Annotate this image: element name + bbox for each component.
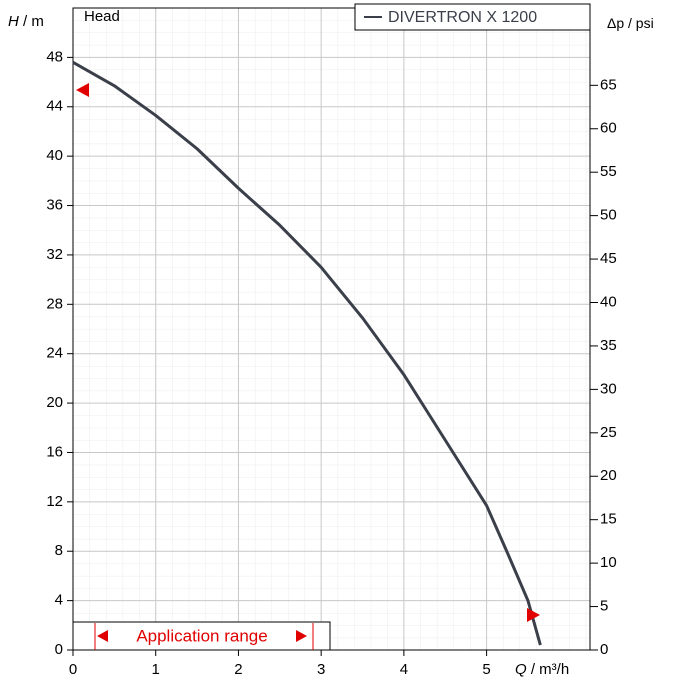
range-arrow <box>296 630 307 642</box>
y2-tick-label: 55 <box>600 163 617 180</box>
y2-tick-label: 25 <box>600 424 617 441</box>
y-tick-label: 40 <box>46 147 63 164</box>
y-tick-label: 32 <box>46 246 63 263</box>
x-symbol: Q <box>515 661 527 678</box>
y2-tick-label: 15 <box>600 511 617 528</box>
x-tick-label: 5 <box>482 661 490 678</box>
y2-unit: / psi <box>628 15 654 31</box>
x-unit: / m³/h <box>531 661 569 678</box>
legend-label: DIVERTRON X 1200 <box>388 9 537 26</box>
chart-title: Head <box>84 8 120 25</box>
x-tick-label: 4 <box>400 661 408 678</box>
curve <box>72 61 542 646</box>
y-tick-label: 12 <box>46 493 63 510</box>
y2-tick-label: 40 <box>600 293 617 310</box>
range-start-arrow <box>76 83 89 97</box>
y-tick-label: 36 <box>46 197 63 214</box>
application-range: Application range <box>136 626 267 645</box>
application-box <box>72 621 331 651</box>
y2-tick-label: 20 <box>600 467 617 484</box>
range-end-arrow <box>527 608 540 622</box>
y2-tick-label: 35 <box>600 337 617 354</box>
y-tick-label: 16 <box>46 443 63 460</box>
y2-symbol: Δp <box>607 15 624 31</box>
y-tick-label: 24 <box>46 345 63 362</box>
y-symbol: H <box>8 13 19 30</box>
x-tick-label: 3 <box>317 661 325 678</box>
y2-tick-label: 5 <box>600 598 608 615</box>
range-arrow <box>97 630 108 642</box>
plot-frame <box>72 7 591 651</box>
y-axis-label: H / m <box>8 13 44 30</box>
y-tick-label: 20 <box>46 394 63 411</box>
y2-tick-label: 50 <box>600 207 617 224</box>
y2-axis-label: Δp / psi <box>607 15 654 31</box>
x-tick-label: 1 <box>152 661 160 678</box>
y2-tick-label: 65 <box>600 76 617 93</box>
minor-grid <box>73 8 590 650</box>
y2-tick-label: 0 <box>600 641 608 658</box>
y2-tick-label: 30 <box>600 380 617 397</box>
x-tick-label: 0 <box>69 661 77 678</box>
y-tick-label: 4 <box>55 592 63 609</box>
legend-box <box>354 3 591 31</box>
y-tick-label: 48 <box>46 48 63 65</box>
y-tick-label: 8 <box>55 542 63 559</box>
y2-tick-label: 45 <box>600 250 617 267</box>
y-tick-label: 44 <box>46 98 63 115</box>
x-tick-label: 2 <box>234 661 242 678</box>
y-tick-label: 28 <box>46 295 63 312</box>
y2-tick-label: 10 <box>600 554 617 571</box>
y-tick-label: 0 <box>55 641 63 658</box>
y2-tick-label: 60 <box>600 120 617 137</box>
y-unit: / m <box>23 13 44 30</box>
x-axis-label: Q / m³/h <box>515 661 569 678</box>
